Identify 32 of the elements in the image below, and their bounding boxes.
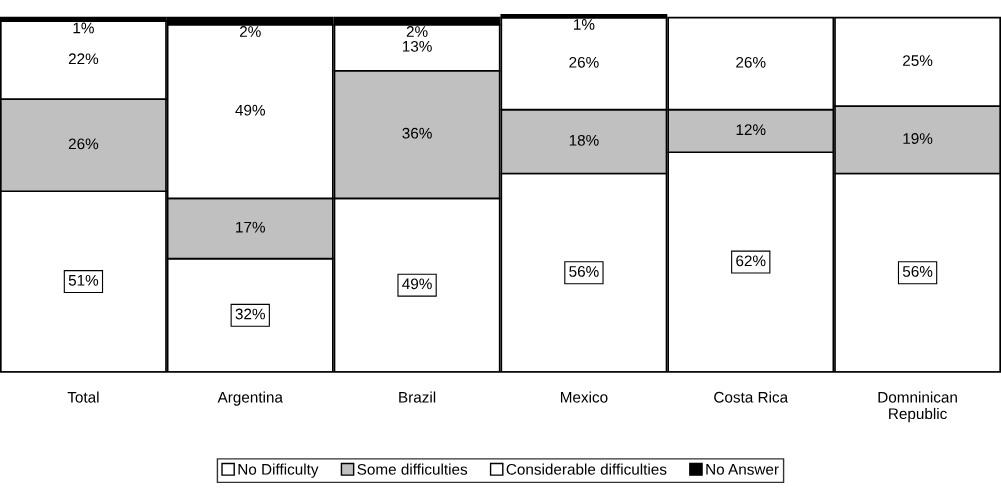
data-label: 26% [736,56,766,68]
data-label: 26% [569,56,599,68]
legend-label: Some difficulties [357,463,468,475]
data-label: 1% [73,22,94,34]
data-label: 56% [902,266,933,277]
data-label: 32% [235,308,265,320]
data-label: 62% [736,255,766,267]
legend-label: No Difficulty [238,463,319,478]
data-label: 36% [402,127,432,139]
data-label: 17% [236,221,265,233]
data-label: 2% [406,26,428,37]
x-tick-label: Domninican Republic [878,391,957,423]
x-tick-label: Costa Rica [714,391,789,403]
x-tick-label: Total [67,391,99,403]
data-label: 2% [239,26,261,37]
x-tick-label: Mexico [560,391,608,403]
data-label: 56% [569,266,599,277]
data-label: 26% [68,138,99,150]
data-label: 22% [68,53,99,65]
data-label: 49% [402,278,432,290]
data-label: 1% [574,19,595,30]
data-label: 18% [569,134,599,146]
legend-label: Considerable difficulties [506,463,667,475]
x-tick-label: Argentina [217,391,283,406]
data-label: 25% [903,55,933,66]
data-label: 19% [903,133,933,144]
data-label: 49% [235,104,265,116]
x-tick-label: Brazil [399,391,436,403]
legend-label: No Answer [706,464,779,475]
data-label: 51% [68,274,99,286]
data-label: 12% [736,124,766,136]
data-label: 13% [402,40,432,52]
